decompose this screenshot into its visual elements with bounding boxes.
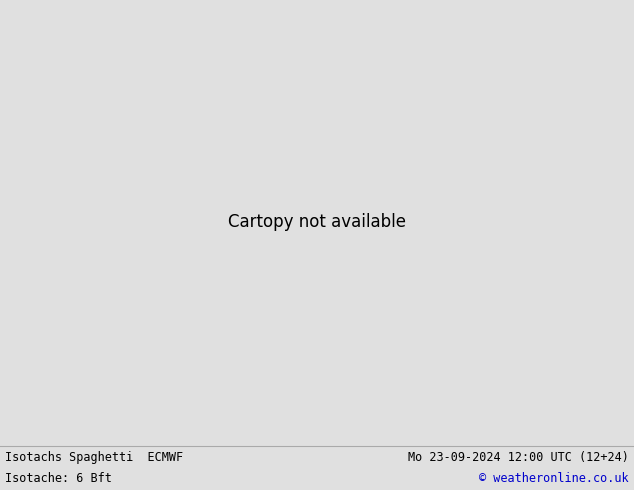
Text: © weatheronline.co.uk: © weatheronline.co.uk [479,472,629,485]
Text: Mo 23-09-2024 12:00 UTC (12+24): Mo 23-09-2024 12:00 UTC (12+24) [408,451,629,464]
Text: Isotache: 6 Bft: Isotache: 6 Bft [5,472,112,485]
Text: Cartopy not available: Cartopy not available [228,214,406,231]
Text: Isotachs Spaghetti  ECMWF: Isotachs Spaghetti ECMWF [5,451,183,464]
